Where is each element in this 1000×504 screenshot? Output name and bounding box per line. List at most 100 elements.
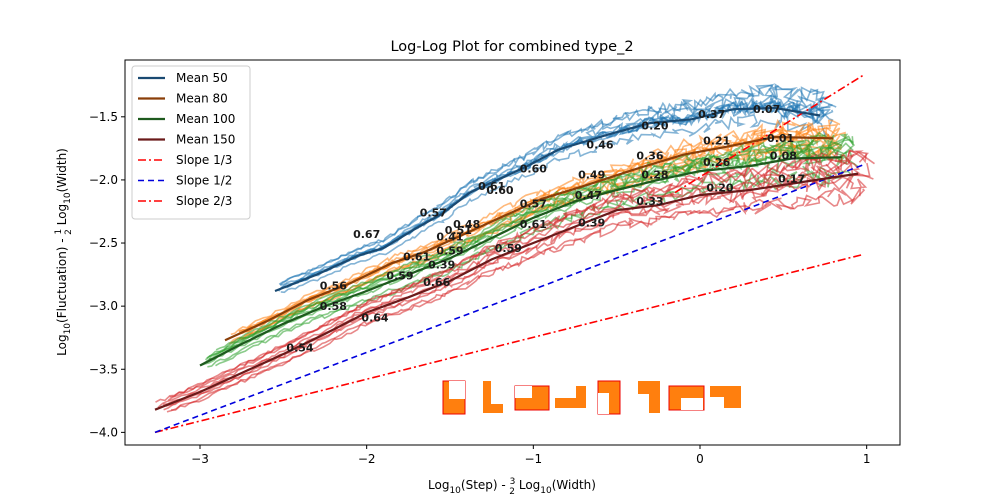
y-tick-label: −3.5 — [89, 362, 118, 376]
series-trace — [171, 188, 866, 411]
patch — [515, 386, 532, 398]
ylabel-part: (Fluctuation) - — [55, 235, 69, 323]
xlabel-part: (Width) — [552, 478, 596, 492]
slope-label: 0.49 — [578, 169, 605, 182]
mean-line — [199, 156, 842, 367]
reference-line — [154, 164, 864, 434]
slope-label: 0.57 — [420, 207, 447, 220]
slope-label: 0.59 — [386, 270, 413, 283]
plot-frame — [124, 59, 901, 446]
slope-label: 0.39 — [428, 258, 455, 271]
slope-label: -0.01 — [762, 132, 794, 145]
y-axis-label: Log10(Fluctuation) - 12 Log10(Width) — [54, 148, 74, 356]
mean-line — [274, 106, 821, 293]
legend-label: Mean 80 — [176, 92, 228, 106]
slope-label: 0.58 — [320, 300, 347, 313]
ylabel-part: 10 — [63, 192, 73, 204]
slope-label: 0.41 — [436, 231, 463, 244]
axes: −3 −2 −1 0 1 −4.0 −3.5 −3.0 −2.5 −2.0 −1.5 — [89, 110, 871, 466]
reference-line — [674, 74, 864, 194]
xlabel-part: 3 — [510, 477, 516, 487]
series-trace — [279, 98, 831, 290]
x-tick-label: −3 — [191, 452, 209, 466]
slope-label: 0.51 — [445, 224, 472, 237]
color-patch-strip — [442, 380, 741, 415]
slope-label: 0.46 — [586, 138, 613, 151]
patch — [598, 393, 609, 414]
slope-label: 0.61 — [403, 251, 430, 264]
legend-label: Slope 1/2 — [176, 174, 232, 188]
legend-label: Mean 50 — [176, 71, 228, 85]
x-tick-label: −2 — [358, 452, 376, 466]
slope-label: 0.48 — [453, 218, 480, 231]
patch — [638, 394, 649, 413]
series-trace — [204, 138, 856, 361]
slope-label: 0.21 — [703, 135, 730, 148]
y-tick-label: −4.0 — [89, 425, 118, 439]
slope-labels: 0.670.570.480.510.410.610.600.600.460.20… — [286, 103, 805, 355]
reference-line — [154, 253, 864, 434]
slope-label: 0.57 — [520, 198, 547, 211]
slope-label: 0.28 — [641, 169, 668, 182]
patch — [483, 404, 503, 413]
x-tick-label: −1 — [524, 452, 542, 466]
slope-label: 0.36 — [636, 150, 663, 163]
patch — [555, 386, 576, 398]
ylabel-part: 10 — [63, 323, 73, 335]
slope-label: 0.47 — [575, 189, 602, 202]
y-tick-label: −3.0 — [89, 299, 118, 313]
slope-label: 0.66 — [423, 276, 450, 289]
slope-label: 0.59 — [495, 242, 522, 255]
mean-line — [224, 135, 834, 342]
plot-area — [154, 74, 875, 434]
slope-label: 0.67 — [353, 228, 380, 241]
patch — [681, 398, 703, 410]
x-tick-label: 0 — [696, 452, 704, 466]
patch — [710, 397, 724, 408]
slope-label: 0.20 — [641, 119, 668, 132]
slope-label: 0.60 — [486, 184, 513, 197]
series-trace — [167, 150, 875, 401]
ylabel-part: 2 — [64, 229, 74, 235]
series-trace — [208, 146, 853, 360]
slope-label: 0.08 — [770, 150, 797, 163]
xlabel-part: 2 — [509, 487, 515, 497]
slope-label: 0.61 — [520, 218, 547, 231]
xlabel-part: 10 — [540, 486, 552, 496]
ylabel-part: 1 — [54, 229, 64, 235]
series-trace — [207, 165, 844, 368]
slope-label: 0.56 — [320, 280, 347, 293]
slope-label: 0.20 — [706, 181, 733, 194]
patch — [483, 381, 491, 413]
mean-line — [154, 172, 859, 411]
legend: Mean 50 Mean 80 Mean 100 Mean 150 Slope 1/3 S… — [131, 65, 251, 220]
legend-label: Slope 1/3 — [176, 153, 232, 167]
slope-label: 0.39 — [578, 217, 605, 230]
ylabel-part: Log — [55, 204, 69, 229]
y-tick-label: −1.5 — [89, 110, 118, 124]
ylabel-part: Log — [55, 334, 69, 355]
y-tick-label: −2.0 — [89, 173, 118, 187]
slope-label: 0.07 — [753, 103, 780, 116]
slope-label: 0.64 — [361, 311, 388, 324]
slope-label: 0.33 — [636, 195, 663, 208]
xlabel-part: Log — [515, 478, 540, 492]
series-trace — [278, 84, 837, 285]
legend-label: Mean 100 — [176, 112, 235, 126]
ylabel-part: (Width) — [55, 148, 69, 192]
series-trace — [163, 176, 868, 411]
slope-label: 0.37 — [698, 108, 725, 121]
slope-label: 0.61 — [478, 180, 505, 193]
legend-label: Mean 150 — [176, 133, 235, 147]
slope-label: 0.26 — [703, 156, 730, 169]
series-trace — [280, 113, 831, 294]
x-tick-label: 1 — [863, 452, 871, 466]
series-trace — [215, 131, 854, 351]
xlabel-part: Log — [428, 478, 449, 492]
series-trace — [279, 83, 830, 286]
xlabel-part: 10 — [449, 486, 461, 496]
slope-label: 0.54 — [286, 342, 313, 355]
slope-label: 0.17 — [778, 172, 805, 185]
